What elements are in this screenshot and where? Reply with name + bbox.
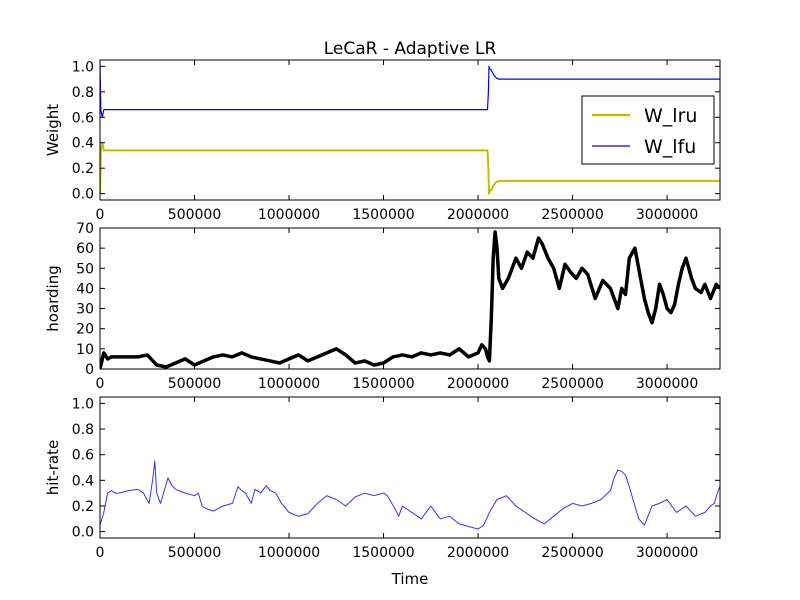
y-tick-label: 0.0 [72, 525, 94, 541]
y-tick-label: 70 [76, 221, 94, 237]
x-tick-label: 2000000 [447, 207, 509, 223]
y-tick-label: 0.0 [72, 187, 94, 203]
x-tick-label: 1000000 [258, 207, 320, 223]
x-tick-label: 3000000 [636, 545, 698, 561]
y-tick-label: 0.2 [72, 499, 94, 515]
legend: W_lru W_lfu [581, 95, 715, 165]
y-tick-label: 50 [76, 261, 94, 277]
series-line-w-lfu [100, 65, 720, 118]
series-line-2 [100, 230, 720, 369]
y-tick-label: 0.4 [72, 136, 94, 152]
x-tick-label: 1000000 [258, 376, 320, 392]
y-tick-label: 1.0 [72, 396, 94, 412]
legend-box [581, 95, 715, 165]
x-tick-label: 500000 [168, 376, 221, 392]
x-tick-label: 500000 [168, 545, 221, 561]
x-tick-label: 500000 [168, 207, 221, 223]
x-tick-label: 1500000 [352, 545, 414, 561]
legend-label: W_lfu [644, 136, 696, 158]
x-tick-label: 3000000 [636, 376, 698, 392]
x-tick-label: 3000000 [636, 207, 698, 223]
subplot-2: 0 500000 1000000 1500000 2000000 2500000 30000… [44, 221, 721, 392]
axes-frame [99, 227, 721, 370]
x-axis-label: Time [391, 570, 429, 588]
x-tick-label: 2500000 [541, 545, 603, 561]
y-tick-label: 20 [76, 322, 94, 338]
y-tick-label: 0.8 [72, 422, 94, 438]
x-tick-label: 1500000 [352, 207, 414, 223]
series-line-w-lru [100, 141, 720, 195]
y-tick-label: 10 [76, 342, 94, 358]
x-tick-label: 1500000 [352, 376, 414, 392]
y-axis-label: hoarding [44, 265, 62, 332]
x-tick-label: 1000000 [258, 545, 320, 561]
x-tick-label: 2000000 [447, 545, 509, 561]
y-tick-label: 1.0 [72, 59, 94, 75]
y-tick-label: 0 [85, 362, 94, 378]
axes-frame [99, 59, 721, 201]
y-tick-label: 0.6 [72, 448, 94, 464]
x-tick-label: 0 [96, 545, 105, 561]
y-tick-label: 0.2 [72, 161, 94, 177]
chart-title: LeCaR - Adaptive LR [324, 39, 497, 59]
y-tick-label: 60 [76, 241, 94, 257]
y-tick-label: 0.4 [72, 473, 94, 489]
y-tick-label: 30 [76, 302, 94, 318]
legend-label: W_lru [644, 105, 697, 127]
x-tick-label: 2500000 [541, 207, 603, 223]
y-tick-label: 0.8 [72, 85, 94, 101]
axes-frame [99, 396, 721, 539]
series-line-3 [100, 460, 720, 530]
subplot-1: 0 500000 1000000 1500000 2000000 2500000 30000… [44, 59, 721, 223]
x-tick-label: 0 [96, 207, 105, 223]
x-tick-label: 2000000 [447, 376, 509, 392]
y-tick-label: 40 [76, 281, 94, 297]
x-tick-label: 2500000 [541, 376, 603, 392]
y-axis-label: Weight [44, 104, 62, 156]
y-axis-label: hit-rate [44, 440, 62, 495]
x-tick-label: 0 [96, 376, 105, 392]
subplot-3: 0 500000 1000000 1500000 2000000 2500000 30000… [44, 396, 721, 561]
y-tick-label: 0.6 [72, 110, 94, 126]
